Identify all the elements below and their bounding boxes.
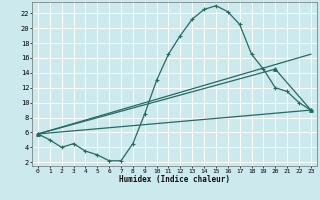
X-axis label: Humidex (Indice chaleur): Humidex (Indice chaleur) bbox=[119, 175, 230, 184]
